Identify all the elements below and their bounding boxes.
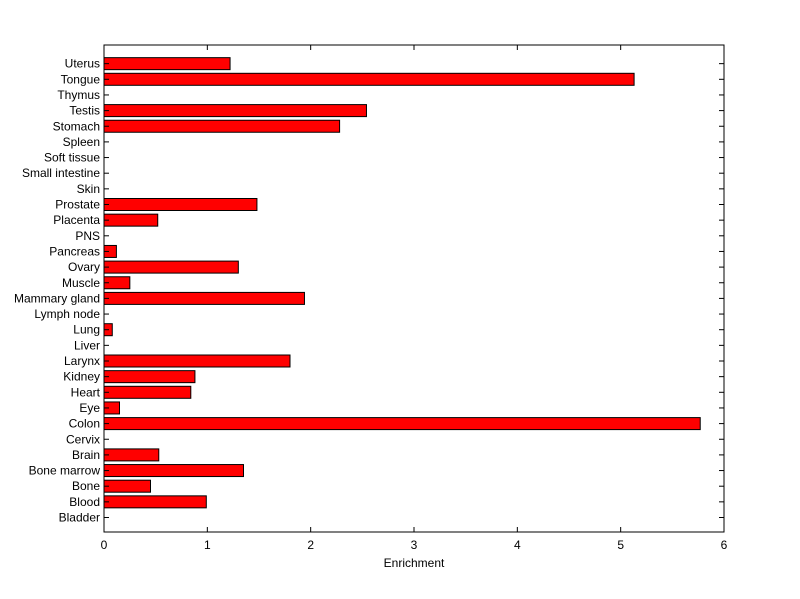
y-tick-label-uterus: Uterus [65,57,100,71]
bar-prostate [103,198,258,211]
y-tick-label-bone-marrow: Bone marrow [29,464,101,478]
y-tick-label-larynx: Larynx [64,354,100,368]
y-tick-label-lymph-node: Lymph node [34,307,100,321]
y-tick-label-tongue: Tongue [61,72,101,86]
y-tick-label-stomach: Stomach [53,119,100,133]
y-tick-label-colon: Colon [69,417,100,431]
bar-kidney [103,370,196,384]
bar-mammary-gland [103,291,305,305]
y-tick-label-prostate: Prostate [55,198,100,212]
bar-colon [103,417,701,431]
bar-tongue [103,72,635,86]
y-tick-label-small-intestine: Small intestine [22,166,100,180]
bar-brain [103,448,160,462]
y-tick-label-thymus: Thymus [57,88,100,102]
y-tick-label-soft-tissue: Soft tissue [44,151,100,165]
y-tick-label-spleen: Spleen [63,135,100,149]
y-tick-label-lung: Lung [73,323,100,337]
bar-testis [103,104,367,118]
y-tick-label-muscle: Muscle [62,276,100,290]
y-tick-label-eye: Eye [79,401,100,415]
y-tick-label-pns: PNS [75,229,100,243]
x-tick-label-1: 1 [204,538,211,552]
y-tick-label-skin: Skin [77,182,100,196]
y-tick-label-kidney: Kidney [63,370,100,384]
x-tick-label-0: 0 [101,538,108,552]
bar-bone-marrow [103,464,244,478]
y-tick-label-pancreas: Pancreas [49,244,100,258]
y-tick-label-heart: Heart [71,385,101,399]
bar-stomach [103,119,341,133]
y-tick-label-brain: Brain [72,448,100,462]
x-tick-label-4: 4 [514,538,521,552]
bar-larynx [103,354,291,368]
x-tick-label-2: 2 [307,538,314,552]
bar-blood [103,495,207,509]
y-tick-label-placenta: Placenta [53,213,100,227]
plot-area [104,45,724,532]
bar-heart [103,385,192,399]
y-tick-label-bone: Bone [72,479,100,493]
y-tick-label-liver: Liver [74,338,100,352]
y-tick-label-testis: Testis [69,104,100,118]
bar-uterus [103,57,231,71]
x-tick-label-3: 3 [411,538,418,552]
x-tick-label-6: 6 [721,538,728,552]
bar-bone [103,479,151,493]
y-tick-label-ovary: Ovary [68,260,100,274]
bar-placenta [103,213,159,227]
x-axis-title: Enrichment [384,556,445,570]
y-tick-label-cervix: Cervix [66,432,100,446]
y-tick-label-mammary-gland: Mammary gland [14,291,100,305]
y-tick-label-bladder: Bladder [59,511,100,525]
x-tick-label-5: 5 [617,538,624,552]
plot-frame [103,44,725,533]
bar-ovary [103,260,239,274]
y-tick-label-blood: Blood [69,495,100,509]
